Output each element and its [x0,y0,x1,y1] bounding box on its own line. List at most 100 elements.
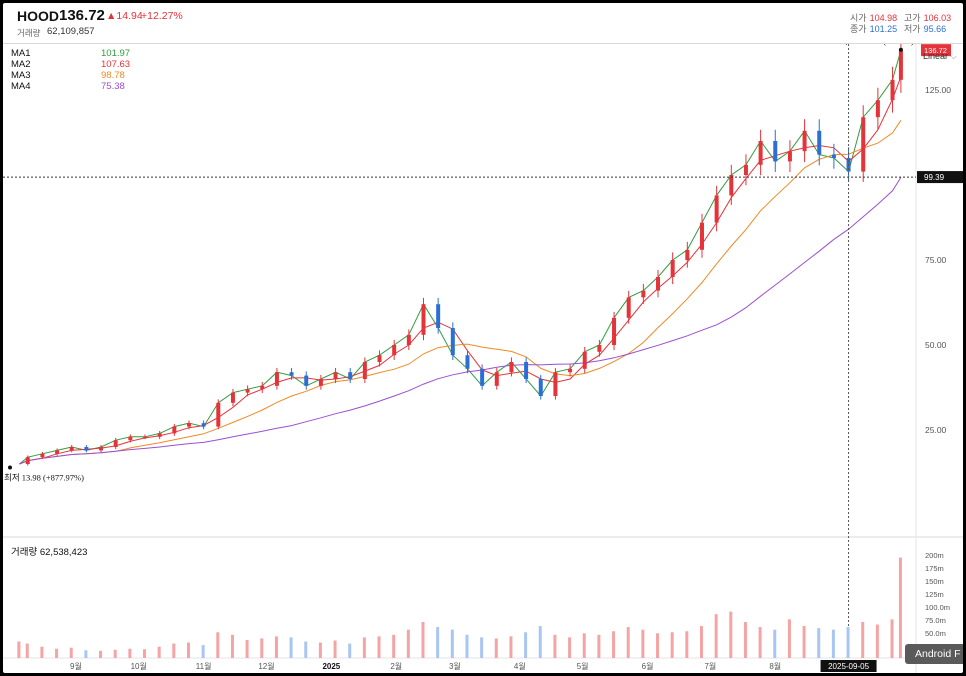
candle-body [509,362,514,373]
candle-body [450,328,455,356]
volume-label: 거래량 [17,28,41,38]
ma4-name: MA4 [11,81,31,92]
candle-body [480,368,485,386]
volume-bar [40,646,44,658]
volume-bar [582,633,586,658]
high-readout: 고가 106.03 [901,11,951,24]
low-annotation: 최저 13.98 (+877.97%) [4,472,84,482]
volume-bar [656,633,660,658]
volume-bar [84,650,88,658]
candle-body [817,130,822,155]
candle-body [157,433,162,437]
candle-body [875,100,880,118]
high-value: 106.03 [923,13,952,23]
volume-bar [641,629,645,658]
candle-body [597,345,602,352]
high-annotation: 최고 136.84 (-0.09%) [840,44,914,46]
x-tick-label: 2025 [322,662,340,671]
y-tick-label: 50.00 [925,340,947,350]
x-tick-label: 3월 [449,661,461,671]
volume-bar [846,627,850,658]
candle-body [787,151,792,162]
volume-bar [172,643,176,658]
candle-body [128,436,133,441]
volume-bar [524,632,528,658]
candle-body [377,355,382,362]
volume-bar [377,636,381,658]
price-chart[interactable]: 25.00 50.00 75.00 125.00 99.39 136.72 최고 136.8… [3,44,963,673]
volume-bar [612,631,616,658]
ma2-value: 107.63 [101,59,131,70]
last-price-tag [921,44,951,57]
candle-body [172,426,177,434]
ma1-value: 101.97 [101,48,131,59]
volume-tick-label: 200m [925,551,944,560]
candle-body [186,423,191,427]
volume-tick-label: 125m [925,590,944,599]
volume-bar [392,634,396,658]
high-marker [898,47,903,52]
candle-body [99,447,104,451]
ma3-value: 98.78 [101,70,125,81]
crosshair-price-tag [917,171,963,184]
volume-bar [274,636,278,658]
candle-body [656,277,661,291]
x-tick-label: 11월 [196,661,212,671]
candle-body [436,304,441,328]
candle-body [333,372,338,379]
ma4-line [19,177,902,465]
volume-bar [898,557,902,658]
volume-bar [436,627,440,658]
x-tick-label: 8월 [769,661,781,671]
low-label: 저가 [904,24,921,34]
candle-body [69,447,74,451]
candle-body [230,392,235,403]
android-badge[interactable]: Android F [905,644,963,664]
volume-bar [758,627,762,658]
scale-mode-dropdown[interactable]: Linear ⌵ [923,51,957,62]
chart-window: HOOD 136.72 ▲14.94 +12.27% 거래량 62,109,85… [3,3,963,673]
scale-mode-label: Linear [923,51,949,61]
candle-body [318,379,323,386]
volume-bar [289,637,293,658]
close-value: 101.25 [869,24,898,34]
ticker-symbol: HOOD [17,8,59,24]
candle-body [25,457,30,464]
candle-body [465,355,470,369]
volume-bar [538,626,542,658]
x-tick-label: 2월 [390,661,402,671]
crosshair-price-label: 99.39 [924,173,945,182]
y-tick-label: 25.00 [925,425,947,435]
volume-tick-label: 175m [925,564,944,573]
candle-body [831,154,836,158]
ma1-line [19,50,902,465]
volume-bar [69,647,73,658]
volume-bar [773,629,777,658]
ma2-legend: MA2 107.63 [11,59,130,70]
volume-bar [230,634,234,658]
candle-body [421,304,426,335]
candle-body [898,50,903,80]
volume-bar [304,641,308,658]
volume-bar [216,632,220,658]
candle-body [626,297,631,318]
volume-bar [817,628,821,658]
volume-bar [568,637,572,658]
candle-body [743,164,748,175]
y-tick-label: 125.00 [925,85,951,95]
volume-bar [348,643,352,658]
candle-body [40,453,45,458]
candle-body [538,379,543,396]
volume-bar [55,648,59,658]
candle-body [670,260,675,277]
candle-body [568,368,573,373]
candle-body [890,79,895,101]
volume-bar [450,629,454,658]
volume-bar [260,638,264,658]
volume-bar [729,611,733,658]
ma3-name: MA3 [11,70,31,81]
volume-value: 62,109,857 [47,26,95,37]
volume-bar [743,621,747,658]
volume-bar [494,638,498,658]
ma3-line [19,120,902,465]
